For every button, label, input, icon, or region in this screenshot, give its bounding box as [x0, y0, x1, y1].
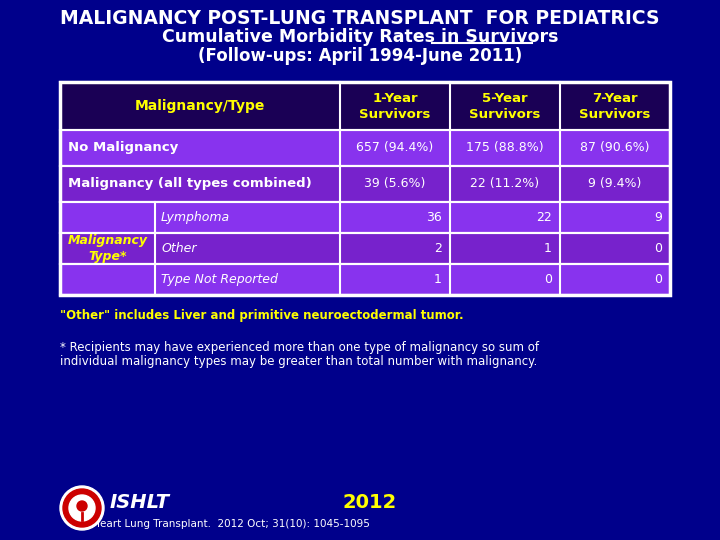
Text: Malignancy/Type: Malignancy/Type [135, 99, 265, 113]
Circle shape [63, 489, 101, 527]
Bar [60, 166, 670, 202]
Circle shape [60, 486, 104, 530]
Text: Malignancy
Type*: Malignancy Type* [68, 234, 148, 263]
Text: "Other" includes Liver and primitive neuroectodermal tumor.: "Other" includes Liver and primitive neu… [60, 309, 464, 322]
Text: ISHLT: ISHLT [110, 494, 170, 512]
Text: Lymphoma: Lymphoma [161, 211, 230, 224]
Text: 36: 36 [426, 211, 442, 224]
Text: 5-Year
Survivors: 5-Year Survivors [469, 91, 541, 120]
Text: 9: 9 [654, 211, 662, 224]
Text: Type Not Reported: Type Not Reported [161, 273, 278, 286]
Text: 0: 0 [654, 242, 662, 255]
Text: No Malignancy: No Malignancy [68, 141, 179, 154]
Text: Other: Other [161, 242, 197, 255]
Text: 39 (5.6%): 39 (5.6%) [364, 178, 426, 191]
Text: individual malignancy types may be greater than total number with malignancy.: individual malignancy types may be great… [60, 355, 537, 368]
Circle shape [69, 495, 95, 521]
Bar [60, 82, 670, 130]
Text: 657 (94.4%): 657 (94.4%) [356, 141, 433, 154]
Text: 22 (11.2%): 22 (11.2%) [470, 178, 539, 191]
Text: Cumulative Morbidity Rates in Survivors: Cumulative Morbidity Rates in Survivors [162, 28, 558, 46]
Bar [60, 233, 670, 264]
Text: 22: 22 [536, 211, 552, 224]
Bar [60, 130, 670, 166]
Text: 87 (90.6%): 87 (90.6%) [580, 141, 649, 154]
Text: 9 (9.4%): 9 (9.4%) [588, 178, 642, 191]
Text: * Recipients may have experienced more than one type of malignancy so sum of: * Recipients may have experienced more t… [60, 341, 539, 354]
Text: 1: 1 [544, 242, 552, 255]
Circle shape [77, 501, 87, 511]
Text: 2: 2 [434, 242, 442, 255]
Text: 2012: 2012 [343, 494, 397, 512]
Text: (Follow-ups: April 1994-June 2011): (Follow-ups: April 1994-June 2011) [198, 47, 522, 65]
Text: 175 (88.8%): 175 (88.8%) [466, 141, 544, 154]
Bar [60, 82, 670, 295]
Text: 1: 1 [434, 273, 442, 286]
Text: 0: 0 [654, 273, 662, 286]
Text: 7-Year
Survivors: 7-Year Survivors [580, 91, 651, 120]
Text: Malignancy (all types combined): Malignancy (all types combined) [68, 178, 312, 191]
Bar [60, 264, 670, 295]
Text: 1-Year
Survivors: 1-Year Survivors [359, 91, 431, 120]
Text: J Heart Lung Transplant.  2012 Oct; 31(10): 1045-1095: J Heart Lung Transplant. 2012 Oct; 31(10… [87, 519, 371, 529]
Text: 0: 0 [544, 273, 552, 286]
Text: MALIGNANCY POST-LUNG TRANSPLANT  FOR PEDIATRICS: MALIGNANCY POST-LUNG TRANSPLANT FOR PEDI… [60, 9, 660, 28]
Bar [60, 202, 670, 233]
